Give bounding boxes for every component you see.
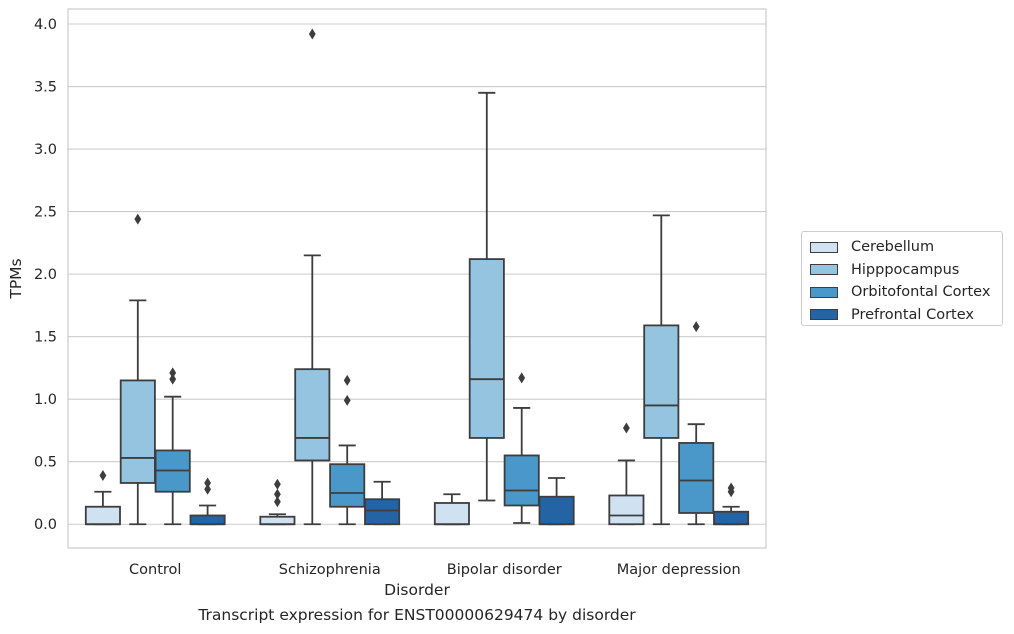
box-body — [294, 368, 331, 462]
y-tick-label-4: 2.0 — [34, 267, 57, 283]
legend-label: Cerebellum — [851, 239, 935, 256]
x-tick-label-2: Bipolar disorder — [447, 562, 562, 578]
outlier-point-0 — [623, 422, 630, 434]
outlier-point-0 — [99, 469, 107, 481]
legend-swatch — [810, 264, 838, 276]
outlier-point-1 — [169, 367, 177, 379]
box-3-0 — [608, 422, 645, 526]
legend-label: Prefrontal Cortex — [851, 306, 974, 323]
box-2-1 — [468, 91, 505, 502]
box-3-1 — [643, 214, 680, 526]
box-2-3 — [538, 477, 575, 526]
outlier-point-0 — [204, 483, 211, 495]
box-0-2 — [154, 367, 191, 526]
box-body — [364, 498, 401, 526]
box-body — [119, 379, 156, 484]
y-tick-label-6: 3.0 — [34, 142, 57, 158]
box-1-0 — [259, 478, 296, 526]
box-3-3 — [713, 482, 750, 526]
box-3-2 — [678, 321, 715, 526]
x-tick-label-1: Schizophrenia — [279, 562, 381, 578]
outlier-point-1 — [343, 374, 351, 386]
outlier-point-0 — [134, 213, 142, 225]
legend-swatch — [810, 309, 838, 321]
x-tick-label-0: Control — [129, 562, 181, 578]
y-axis-ticks: 0.0 0.5 1.0 1.5 2.0 2.5 3.0 3.5 4.0 — [34, 17, 57, 533]
legend-item-2: Orbitofontal Cortex — [802, 281, 1002, 304]
box-0-0 — [84, 469, 121, 526]
x-axis-label: Disorder — [384, 581, 450, 599]
y-tick-label-0: 0.0 — [34, 517, 57, 533]
outlier-point-1 — [204, 477, 211, 489]
box-body — [189, 514, 226, 526]
box-1-1 — [294, 28, 331, 526]
outlier-point-0 — [169, 373, 177, 385]
box-body — [329, 463, 366, 508]
outlier-point-0 — [308, 28, 316, 40]
box-body — [608, 494, 645, 526]
box-0-3 — [189, 477, 226, 526]
y-tick-label-2: 1.0 — [34, 392, 57, 408]
legend-swatch — [810, 286, 838, 298]
legend-label: Hipppocampus — [851, 261, 960, 278]
y-tick-label-7: 3.5 — [34, 80, 57, 96]
outlier-point-2 — [274, 478, 281, 490]
box-2-0 — [433, 493, 470, 526]
box-body — [538, 495, 575, 526]
box-body — [678, 442, 715, 514]
box-body — [713, 510, 750, 526]
y-tick-label-8: 4.0 — [34, 17, 57, 33]
box-1-3 — [364, 480, 401, 526]
x-tick-label-3: Major depression — [617, 562, 741, 578]
box-body — [503, 454, 540, 507]
box-body — [259, 515, 296, 526]
legend: Cerebellum Hipppocampus Orbitofontal Corte… — [801, 231, 1003, 326]
legend-item-1: Hipppocampus — [802, 259, 1002, 282]
y-tick-label-3: 1.5 — [34, 330, 57, 346]
box-1-2 — [329, 374, 366, 526]
box-body — [84, 505, 121, 526]
x-axis-ticks: Control Schizophrenia Bipolar disorder Majo… — [129, 562, 741, 578]
y-tick-label-1: 0.5 — [34, 455, 57, 471]
legend-item-3: Prefrontal Cortex — [802, 304, 1002, 327]
box-body — [433, 502, 470, 526]
outlier-point-0 — [343, 394, 351, 406]
plot-frame — [67, 8, 767, 549]
y-tick-label-5: 2.5 — [34, 205, 57, 221]
legend-label: Orbitofontal Cortex — [851, 284, 991, 301]
box-plot-marks — [84, 28, 750, 526]
legend-swatch — [810, 241, 838, 253]
box-body — [643, 324, 680, 439]
box-body — [468, 258, 505, 439]
legend-item-0: Cerebellum — [802, 236, 1002, 259]
outlier-point-0 — [518, 372, 526, 384]
box-0-1 — [119, 213, 156, 526]
outlier-point-0 — [274, 496, 281, 508]
outlier-point-0 — [692, 321, 700, 333]
chart-caption: Transcript expression for ENST0000062947… — [198, 606, 636, 624]
box-2-2 — [503, 372, 540, 524]
outlier-point-1 — [274, 488, 281, 500]
y-axis-label: TPMs — [7, 258, 25, 299]
outlier-point-1 — [727, 482, 735, 494]
